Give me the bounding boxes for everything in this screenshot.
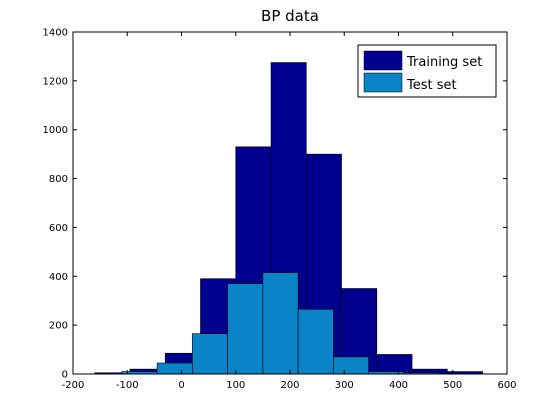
bars-layer: [95, 63, 483, 374]
x-tick-label: 0: [178, 380, 184, 391]
legend-swatch-training: [364, 51, 402, 70]
y-tick-label: 200: [49, 321, 68, 332]
bar-test-5: [298, 309, 333, 374]
y-tick-label: 0: [62, 370, 68, 381]
bar-training-8: [377, 354, 412, 374]
y-tick-label: 400: [49, 272, 68, 283]
x-tick-label: 500: [443, 380, 462, 391]
bar-test-6: [333, 357, 368, 374]
legend-label-test: Test set: [406, 78, 457, 93]
x-tick-label: -100: [116, 380, 139, 391]
legend-label-training: Training set: [406, 55, 482, 70]
legend: Training set Test set: [358, 45, 496, 97]
bar-test-4: [263, 273, 298, 374]
x-tick-label: 100: [226, 380, 245, 391]
y-tick-label: 1200: [43, 76, 68, 87]
y-tick-label: 600: [49, 223, 68, 234]
chart-title: BP data: [261, 7, 319, 25]
x-tick-label: 600: [497, 380, 516, 391]
bar-test-2: [192, 334, 227, 374]
x-tick-label: -200: [62, 380, 85, 391]
legend-swatch-test: [364, 73, 402, 92]
bar-test-1: [157, 363, 192, 374]
x-tick-label: 200: [280, 380, 299, 391]
bar-test-3: [228, 284, 263, 374]
x-tick-label: 300: [335, 380, 354, 391]
y-tick-label: 800: [49, 174, 68, 185]
x-tick-label: 400: [389, 380, 408, 391]
y-tick-label: 1000: [43, 125, 68, 136]
y-tick-label: 1400: [43, 28, 68, 39]
